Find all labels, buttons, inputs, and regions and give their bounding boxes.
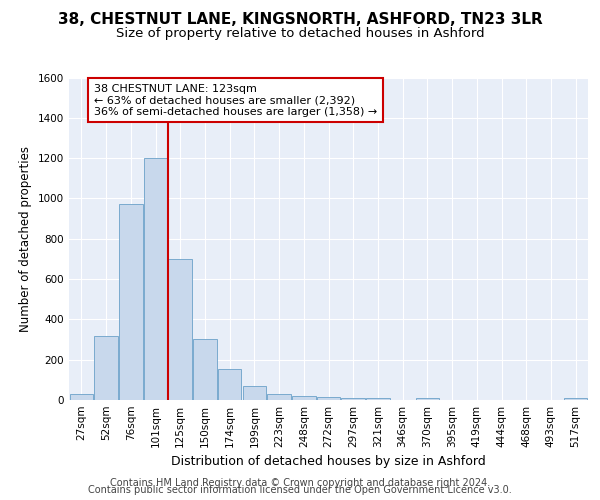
Bar [416, 398, 439, 400]
X-axis label: Distribution of detached houses by size in Ashford: Distribution of detached houses by size … [171, 456, 486, 468]
Bar [292, 396, 316, 400]
Bar [70, 394, 93, 400]
Bar [144, 158, 167, 400]
Bar [564, 398, 587, 400]
Bar [242, 386, 266, 400]
Y-axis label: Number of detached properties: Number of detached properties [19, 146, 32, 332]
Text: Contains HM Land Registry data © Crown copyright and database right 2024.: Contains HM Land Registry data © Crown c… [110, 478, 490, 488]
Bar [268, 394, 291, 400]
Bar [169, 259, 192, 400]
Text: Size of property relative to detached houses in Ashford: Size of property relative to detached ho… [116, 28, 484, 40]
Text: Contains public sector information licensed under the Open Government Licence v3: Contains public sector information licen… [88, 485, 512, 495]
Bar [366, 398, 389, 400]
Bar [193, 338, 217, 400]
Bar [317, 397, 340, 400]
Bar [341, 398, 365, 400]
Text: 38, CHESTNUT LANE, KINGSNORTH, ASHFORD, TN23 3LR: 38, CHESTNUT LANE, KINGSNORTH, ASHFORD, … [58, 12, 542, 28]
Text: 38 CHESTNUT LANE: 123sqm
← 63% of detached houses are smaller (2,392)
36% of sem: 38 CHESTNUT LANE: 123sqm ← 63% of detach… [94, 84, 377, 116]
Bar [119, 204, 143, 400]
Bar [94, 336, 118, 400]
Bar [218, 369, 241, 400]
